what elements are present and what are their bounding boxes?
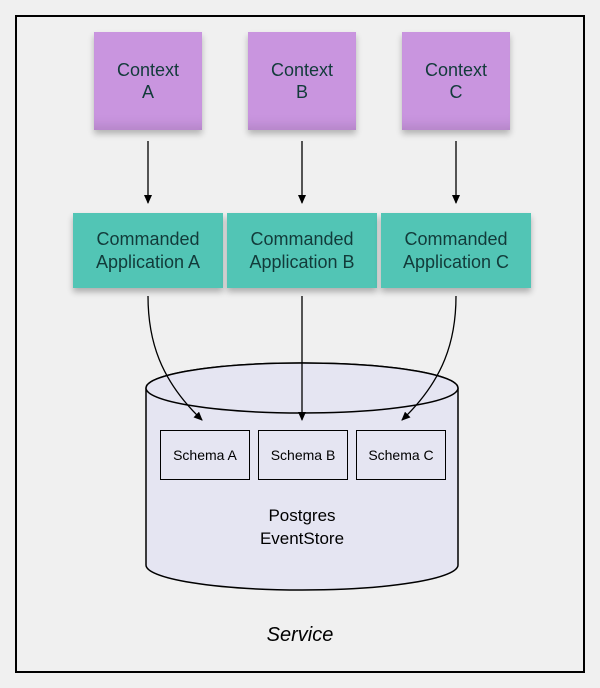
service-label-text: Service <box>267 624 334 646</box>
service-label: Service <box>200 624 400 647</box>
diagram-stage: Schema A Schema B Schema C PostgresEvent… <box>0 0 600 688</box>
arrows-overlay <box>0 0 600 688</box>
